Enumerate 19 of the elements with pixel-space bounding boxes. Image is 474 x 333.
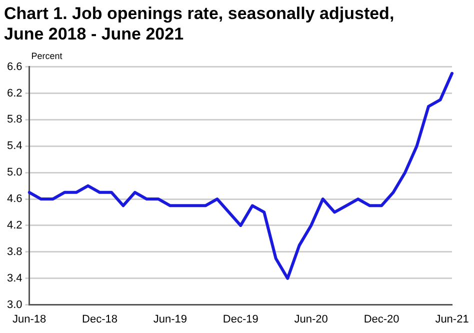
y-tick-label: 6.2 bbox=[6, 87, 22, 100]
y-tick-label: 5.0 bbox=[6, 166, 22, 179]
y-tick-label: 4.2 bbox=[6, 220, 22, 232]
y-tick-label: 6.6 bbox=[6, 60, 22, 73]
y-tick-label: 3.8 bbox=[6, 246, 22, 258]
x-tick-label: Dec-19 bbox=[222, 313, 258, 326]
chart-title: Chart 1. Job openings rate, seasonally adjusted, June 2018 - June 2021 bbox=[4, 4, 394, 44]
y-tick-label: 5.8 bbox=[6, 114, 22, 126]
x-tick-label: Dec-18 bbox=[82, 313, 118, 326]
x-tick-label: Jun-19 bbox=[153, 313, 188, 326]
x-tick-label: Jun-21 bbox=[435, 313, 469, 326]
y-tick-label: 4.6 bbox=[6, 193, 22, 206]
y-tick-label: 3.4 bbox=[6, 272, 22, 284]
y-tick-label: 5.4 bbox=[6, 140, 22, 152]
y-axis-title: Percent bbox=[31, 50, 63, 61]
x-tick-label: Jun-20 bbox=[294, 313, 328, 326]
x-tick-label: Jun-18 bbox=[12, 313, 46, 326]
y-tick-label: 3.0 bbox=[6, 298, 22, 311]
x-tick-label: Dec-20 bbox=[364, 313, 400, 326]
